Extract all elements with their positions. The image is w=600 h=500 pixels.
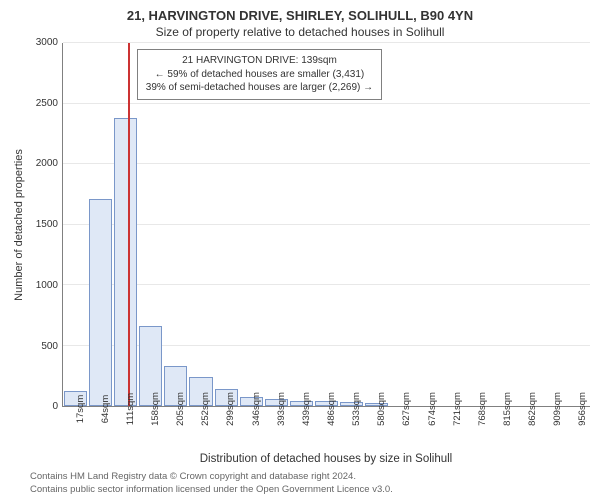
x-tick-label: 956sqm [577,392,588,426]
x-tick: 580sqm [364,407,389,453]
marker-line [128,43,130,406]
y-tick: 1000 [36,281,58,291]
chart-title: 21, HARVINGTON DRIVE, SHIRLEY, SOLIHULL,… [10,8,590,23]
x-tick: 393sqm [263,407,288,453]
x-tick-label: 346sqm [251,392,262,426]
x-tick-label: 393sqm [276,392,287,426]
x-tick-label: 205sqm [175,392,186,426]
x-tick: 533sqm [339,407,364,453]
x-tick: 111sqm [112,407,137,453]
plot-area: 21 HARVINGTON DRIVE: 139sqm ← 59% of det… [62,43,590,407]
x-tick: 299sqm [213,407,238,453]
bar-slot [490,43,515,406]
x-tick-label: 299sqm [225,392,236,426]
x-tick-label: 111sqm [125,393,136,425]
y-tick: 2000 [36,159,58,169]
bar-slot [63,43,88,406]
y-tick: 1500 [36,220,58,230]
y-axis-title: Number of detached properties [13,149,25,301]
y-axis-title-container: Number of detached properties [10,43,28,407]
x-tick-label: 627sqm [401,392,412,426]
x-tick: 346sqm [238,407,263,453]
x-tick: 486sqm [313,407,338,453]
bar-slot [414,43,439,406]
x-tick-label: 64sqm [100,395,111,424]
bar-slot [439,43,464,406]
x-tick: 64sqm [87,407,112,453]
bar-slot [113,43,138,406]
annotation-box: 21 HARVINGTON DRIVE: 139sqm ← 59% of det… [137,49,382,100]
y-tick: 2500 [36,99,58,109]
x-tick-label: 486sqm [326,392,337,426]
y-tick: 500 [41,342,58,352]
x-tick-label: 158sqm [150,392,161,426]
x-tick-label: 768sqm [477,392,488,426]
annotation-line-3: 39% of semi-detached houses are larger (… [146,81,373,95]
x-tick-label: 17sqm [75,395,86,424]
y-tick: 3000 [36,38,58,48]
annotation-line-2: ← 59% of detached houses are smaller (3,… [146,68,373,82]
footer: Contains HM Land Registry data © Crown c… [30,471,590,496]
bar-slot [540,43,565,406]
chart-subtitle: Size of property relative to detached ho… [10,25,590,39]
bar-slot [465,43,490,406]
x-tick-label: 862sqm [527,392,538,426]
x-tick: 205sqm [163,407,188,453]
x-tick: 439sqm [288,407,313,453]
x-tick: 252sqm [188,407,213,453]
x-tick-label: 721sqm [452,392,463,426]
histogram-bar [114,118,137,406]
bar-slot [565,43,590,406]
x-tick: 674sqm [414,407,439,453]
x-tick: 909sqm [540,407,565,453]
x-tick-label: 439sqm [301,392,312,426]
bar-slot [389,43,414,406]
y-tick: 0 [52,402,58,412]
x-tick: 17sqm [62,407,87,453]
plot-row: Number of detached properties 0500100015… [10,43,590,407]
footer-line-1: Contains HM Land Registry data © Crown c… [30,471,590,483]
x-tick-label: 674sqm [427,392,438,426]
x-tick-label: 909sqm [552,392,563,426]
x-tick: 815sqm [489,407,514,453]
y-axis-ticks: 050010001500200025003000 [28,43,62,407]
x-tick: 721sqm [439,407,464,453]
chart-container: 21, HARVINGTON DRIVE, SHIRLEY, SOLIHULL,… [0,0,600,500]
bar-slot [515,43,540,406]
x-axis-title: Distribution of detached houses by size … [62,453,590,465]
x-tick-label: 580sqm [376,392,387,426]
x-axis-ticks: 17sqm64sqm111sqm158sqm205sqm252sqm299sqm… [62,407,590,453]
x-tick-label: 252sqm [200,392,211,426]
x-tick: 158sqm [137,407,162,453]
footer-line-2: Contains public sector information licen… [30,484,590,496]
histogram-bar [89,199,112,406]
x-tick-label: 815sqm [502,392,513,426]
bar-slot [88,43,113,406]
x-tick: 768sqm [464,407,489,453]
x-tick: 627sqm [389,407,414,453]
x-tick: 956sqm [565,407,590,453]
x-tick-label: 533sqm [351,392,362,426]
annotation-line-1: 21 HARVINGTON DRIVE: 139sqm [146,54,373,68]
x-tick: 862sqm [515,407,540,453]
